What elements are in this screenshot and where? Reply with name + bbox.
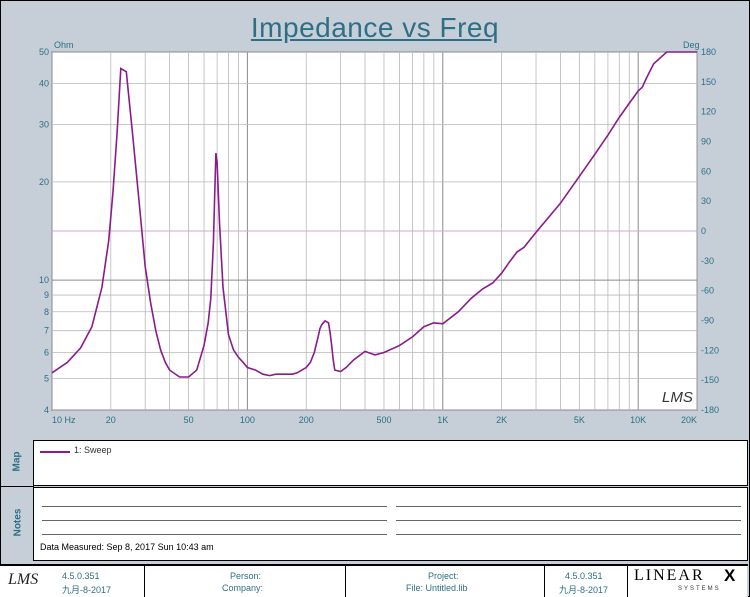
notes-label: Notes bbox=[12, 508, 24, 537]
footer: LMS 4.5.0.351 九月-8-2017 Person: Company:… bbox=[0, 564, 748, 597]
x-tick-label: 5K bbox=[574, 415, 585, 425]
note-line bbox=[396, 506, 741, 507]
date-measured: Data Measured: Sep 8, 2017 Sun 10:43 am bbox=[40, 542, 214, 552]
y-tick-label: 4 bbox=[44, 405, 49, 415]
footer-lms-logo: LMS bbox=[8, 571, 39, 588]
notes-panel: Data Measured: Sep 8, 2017 Sun 10:43 am bbox=[33, 487, 748, 561]
x-tick-label: 20 bbox=[106, 415, 116, 425]
footer-person-label: Person: bbox=[230, 571, 262, 581]
tick-labels: 10 Hz 20 50 100 200 500 1K 2K 5K 10K 20K4567891020… bbox=[39, 47, 719, 425]
notes-side-label: Notes bbox=[1, 487, 34, 561]
lms-watermark: LMS bbox=[662, 389, 693, 406]
y-tick-label: 50 bbox=[39, 47, 49, 57]
x-tick-label: 10K bbox=[630, 415, 646, 425]
x-tick-label: 200 bbox=[299, 415, 314, 425]
right-tick-label: -90 bbox=[701, 316, 714, 326]
footer-date-right: 九月-8-2017 bbox=[559, 585, 609, 595]
impedance-trace bbox=[51, 51, 697, 378]
map-panel: 1: Sweep bbox=[33, 440, 748, 486]
y-tick-label: 40 bbox=[39, 79, 49, 89]
left-unit-label: Ohm bbox=[54, 40, 74, 50]
x-tick-label: 100 bbox=[240, 415, 255, 425]
footer-person-cell: Person: Company: bbox=[145, 566, 346, 597]
footer-project-cell: Project: File: Untitled.lib bbox=[346, 566, 545, 597]
right-tick-label: -60 bbox=[701, 286, 714, 296]
footer-version-cell: 4.5.0.351 九月-8-2017 bbox=[545, 566, 628, 597]
footer-project-label: Project: bbox=[428, 571, 459, 581]
y-tick-label: 5 bbox=[44, 373, 49, 383]
chart-title: Impedance vs Freq bbox=[250, 12, 500, 43]
footer-company-label: Company: bbox=[222, 583, 264, 593]
legend-entry: 1: Sweep bbox=[74, 445, 112, 455]
x-tick-label: 2K bbox=[496, 415, 507, 425]
right-tick-label: 60 bbox=[701, 166, 711, 176]
x-tick-label: 20K bbox=[681, 415, 697, 425]
x-tick-label: 50 bbox=[184, 415, 194, 425]
map-label: Map bbox=[11, 451, 23, 472]
x-tick-label: 1K bbox=[437, 415, 448, 425]
note-line bbox=[396, 534, 741, 535]
right-tick-label: -120 bbox=[701, 345, 719, 355]
map-side-label: Map bbox=[1, 440, 34, 487]
note-line bbox=[42, 506, 387, 507]
right-tick-label: 150 bbox=[701, 77, 716, 87]
right-tick-label: 90 bbox=[701, 137, 711, 147]
y-tick-label: 9 bbox=[44, 290, 49, 300]
footer-date-left: 九月-8-2017 bbox=[62, 585, 112, 595]
right-tick-label: -30 bbox=[701, 256, 714, 266]
x-tick-label: 10 Hz bbox=[52, 415, 76, 425]
x-tick-label: 500 bbox=[376, 415, 391, 425]
y-tick-label: 20 bbox=[39, 177, 49, 187]
y-tick-label: 7 bbox=[44, 326, 49, 336]
right-tick-label: -180 bbox=[701, 405, 719, 415]
grid-lines bbox=[51, 51, 698, 411]
footer-lms-cell: LMS 4.5.0.351 九月-8-2017 bbox=[0, 566, 145, 597]
y-tick-label: 6 bbox=[44, 348, 49, 358]
right-tick-label: 30 bbox=[701, 196, 711, 206]
y-tick-label: 10 bbox=[39, 275, 49, 285]
right-tick-label: 180 bbox=[701, 47, 716, 57]
note-line bbox=[42, 520, 387, 521]
footer-version-right: 4.5.0.351 bbox=[565, 571, 603, 581]
right-tick-label: -150 bbox=[701, 375, 719, 385]
right-unit-label: Deg bbox=[683, 40, 700, 50]
y-tick-label: 8 bbox=[44, 307, 49, 317]
right-tick-label: 0 bbox=[701, 226, 706, 236]
footer-file-label: File: Untitled.lib bbox=[406, 583, 468, 593]
note-line bbox=[396, 520, 741, 521]
legend-swatch bbox=[40, 451, 70, 453]
brand-logo: LINEAR bbox=[634, 567, 705, 584]
footer-brand-cell: LINEAR X SYSTEMS bbox=[628, 566, 747, 597]
footer-version-left: 4.5.0.351 bbox=[62, 571, 100, 581]
right-tick-label: 120 bbox=[701, 107, 716, 117]
impedance-chart: 10 Hz 20 50 100 200 500 1K 2K 5K 10K 20K4567891020… bbox=[39, 40, 719, 425]
y-tick-label: 30 bbox=[39, 119, 49, 129]
brand-subtitle: SYSTEMS bbox=[678, 586, 721, 592]
brand-logo-x: X bbox=[724, 566, 736, 585]
note-line bbox=[42, 534, 387, 535]
